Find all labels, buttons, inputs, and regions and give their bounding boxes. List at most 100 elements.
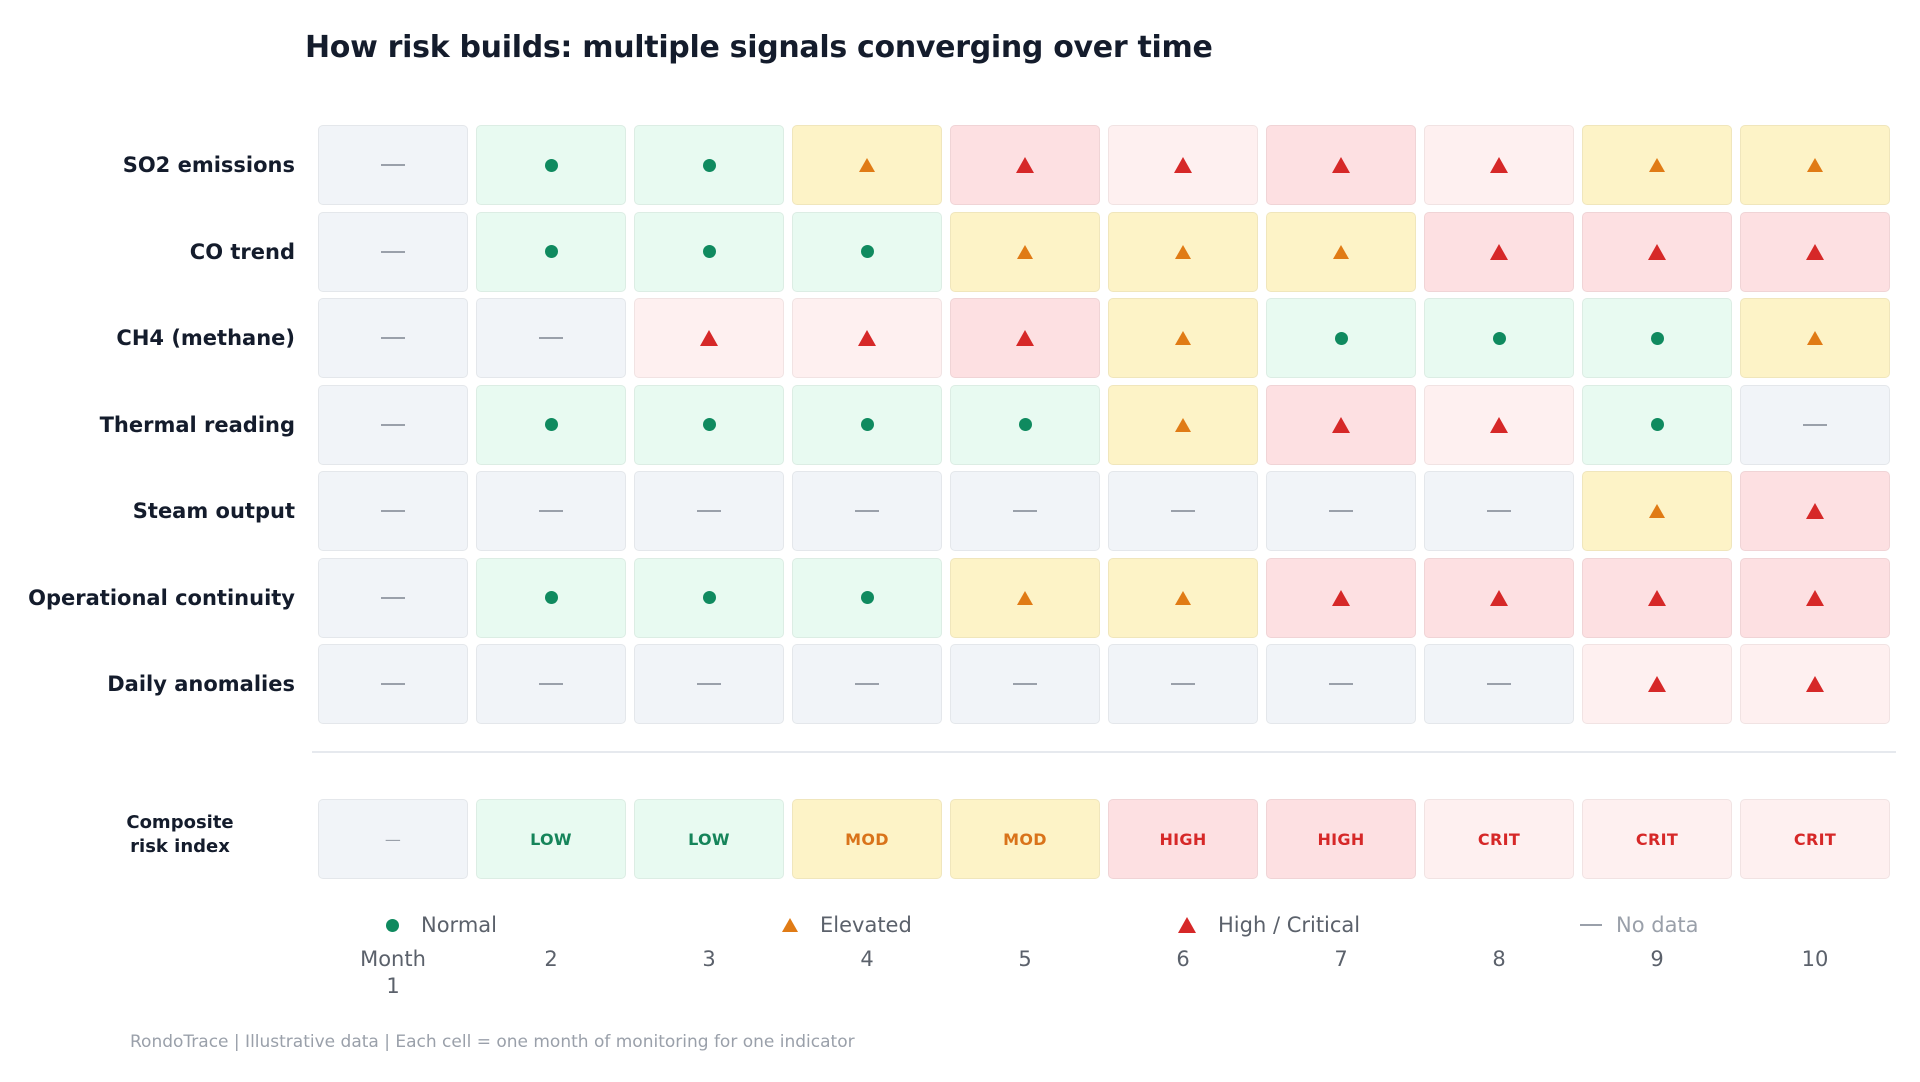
- composite-value: CRIT: [1635, 829, 1679, 849]
- heatmap-cell: [1582, 644, 1732, 724]
- dot-icon: [544, 245, 558, 258]
- dash-icon: [381, 596, 405, 599]
- heatmap-cell: [950, 384, 1100, 465]
- composite-cell: LOW: [634, 799, 784, 879]
- dot-icon: [860, 418, 874, 431]
- legend-label: No data: [1616, 913, 1699, 937]
- triangle-icon: [1490, 157, 1508, 173]
- heatmap-cell: [1582, 471, 1732, 551]
- row-label: Operational continuity: [28, 585, 295, 610]
- heatmap-cell: [476, 298, 626, 378]
- divider: [312, 751, 1896, 753]
- heatmap-cell: [1740, 471, 1890, 551]
- heatmap-cell: [950, 125, 1100, 205]
- x-tick-label: 9: [1650, 947, 1664, 971]
- triangle-icon: [1332, 589, 1350, 606]
- heatmap-cell: [1266, 211, 1416, 292]
- dot-icon: [544, 418, 558, 431]
- heatmap-cell: [1424, 557, 1574, 638]
- dash-icon: [1329, 683, 1353, 685]
- dash-icon: [1013, 510, 1037, 512]
- legend-label: High / Critical: [1218, 913, 1361, 937]
- dot-icon: [544, 158, 558, 172]
- x-tick-label: 3: [702, 947, 716, 971]
- dot-icon: [1334, 331, 1348, 345]
- triangle-icon: [1017, 244, 1033, 259]
- triangle-icon: [1016, 157, 1034, 173]
- triangle-icon: [1649, 158, 1665, 172]
- row-label: CH4 (methane): [116, 326, 295, 350]
- triangle-icon: [1490, 589, 1508, 606]
- triangle-icon: [1490, 416, 1508, 433]
- heatmap-cell: [1740, 557, 1890, 638]
- triangle-icon: [1807, 158, 1823, 172]
- triangle-icon: [700, 330, 718, 346]
- composite-value: —: [384, 829, 402, 849]
- row-label: SO2 emissions: [122, 153, 295, 177]
- x-tick-label: 6: [1176, 947, 1190, 971]
- triangle-icon: [1332, 416, 1350, 433]
- dot-icon: [702, 418, 716, 431]
- x-tick-label: 4: [860, 947, 874, 971]
- dash-icon: [697, 683, 721, 685]
- dot-icon: [702, 158, 716, 172]
- dash-icon: [381, 337, 405, 339]
- composite-cell: CRIT: [1582, 799, 1732, 879]
- heatmap-cell: [1582, 211, 1732, 292]
- x-tick-label: 8: [1492, 947, 1506, 971]
- dot-icon: [860, 591, 874, 604]
- dash-icon: [381, 683, 405, 685]
- composite-value: MOD: [1003, 829, 1047, 849]
- x-tick-label: 7: [1334, 947, 1348, 971]
- x-axis-title: Month: [360, 947, 426, 971]
- heatmap-cell: [1108, 298, 1258, 378]
- composite-cell: CRIT: [1740, 799, 1890, 879]
- heatmap-cell: [950, 211, 1100, 292]
- heatmap-cell: [1266, 557, 1416, 638]
- heatmap-cell: [634, 211, 784, 292]
- dash-icon: [1329, 510, 1353, 512]
- heatmap-cell: [634, 471, 784, 551]
- heatmap-cell: [1582, 557, 1732, 638]
- triangle-icon: [1017, 590, 1033, 605]
- heatmap-cell: [1740, 125, 1890, 205]
- heatmap-cell: [1108, 125, 1258, 205]
- heatmap-cell: [950, 557, 1100, 638]
- triangle-icon: [1490, 243, 1508, 260]
- composite-value: CRIT: [1793, 829, 1837, 849]
- heatmap-cell: [1424, 298, 1574, 378]
- composite-cell: CRIT: [1424, 799, 1574, 879]
- heatmap-cell: [634, 298, 784, 378]
- composite-cell: LOW: [476, 799, 626, 879]
- dash-icon: [1803, 423, 1827, 426]
- triangle-icon: [1175, 244, 1191, 259]
- dot-icon: [702, 591, 716, 604]
- legend-label: Elevated: [820, 913, 912, 937]
- dash-icon: [539, 337, 563, 339]
- heatmap-cell: [792, 384, 942, 465]
- heatmap-cell: [1424, 384, 1574, 465]
- heatmap-cell: [792, 298, 942, 378]
- composite-value: MOD: [845, 829, 889, 849]
- triangle-icon: [1648, 243, 1666, 260]
- heatmap-cell: [634, 384, 784, 465]
- heatmap-cell: [1266, 384, 1416, 465]
- x-tick-label: Month 1: [318, 946, 468, 1000]
- x-tick-label: 10: [1801, 947, 1829, 971]
- heatmap-cell: [634, 644, 784, 724]
- dash-icon: [539, 510, 563, 512]
- dash-icon: [855, 683, 879, 685]
- legend-item-high: High / Critical: [1178, 910, 1360, 940]
- heatmap-cell: [1740, 211, 1890, 292]
- heatmap-cell: [1266, 298, 1416, 378]
- legend-item-normal: Normal: [386, 910, 497, 940]
- composite-value: HIGH: [1159, 829, 1207, 849]
- dot-icon: [702, 245, 716, 258]
- triangle-icon: [1332, 157, 1350, 173]
- composite-row-label: Composite risk index: [126, 812, 234, 857]
- legend-label: Normal: [421, 913, 497, 937]
- heatmap-cell: [476, 211, 626, 292]
- heatmap-cell: [792, 644, 942, 724]
- heatmap-cell: [318, 298, 468, 378]
- dash-icon: [1171, 510, 1195, 512]
